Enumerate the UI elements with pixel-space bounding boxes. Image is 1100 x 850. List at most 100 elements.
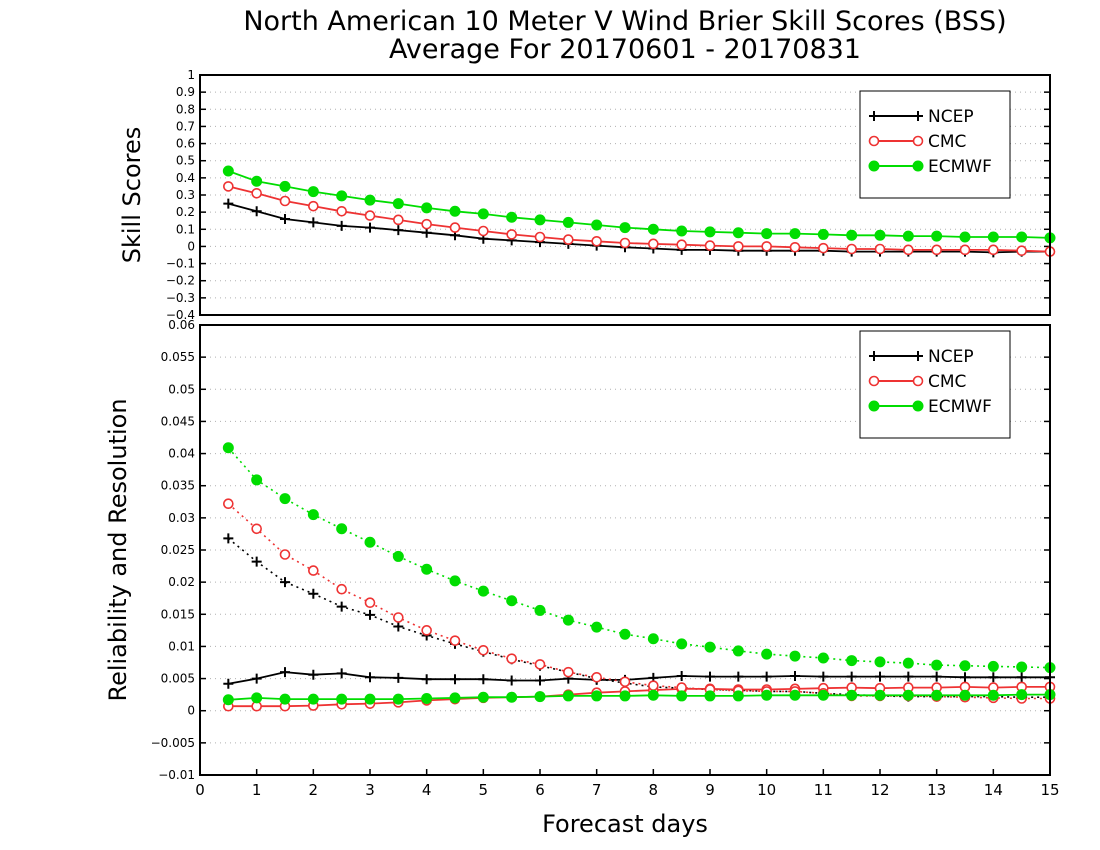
top-point-ecmwf: ECMWF (4, 0.225) xyxy=(421,202,433,214)
bottom-point-ecmwf: ECMWF (13.5, 0.007) xyxy=(959,660,971,672)
top-point-cmc: CMC (3, 0.18) xyxy=(364,210,376,221)
bottom-point-ecmwf: ECMWF (6.5, 0.0141) xyxy=(562,614,574,626)
top-point-cmc: CMC (9.5, 0) xyxy=(733,241,744,252)
bottom-point-ecmwf: ECMWF (12.5, 0.0024) xyxy=(902,689,914,701)
top-legend-label-ncep: NCEP xyxy=(928,107,974,127)
bottom-point-ecmwf: ECMWF (13.5, 0.0024) xyxy=(959,689,971,701)
bottom-y-tick-label: 0.01 xyxy=(168,639,195,653)
top-point-cmc: CMC (14.5, -0.025) xyxy=(1016,245,1027,257)
top-legend-marker-ecmwf xyxy=(868,160,880,172)
bottom-legend-marker-cmc xyxy=(912,375,924,387)
bottom-point-cmc: CMC (1, 0.0283) xyxy=(251,523,262,535)
top-point-ecmwf: ECMWF (2, 0.32) xyxy=(307,186,319,198)
x-tick-label: 15 xyxy=(1040,781,1059,799)
bottom-point-ecmwf: ECMWF (6, 0.0156) xyxy=(534,604,546,616)
bottom-point-ecmwf: ECMWF (14, 0.0069) xyxy=(987,660,999,672)
bottom-y-tick-label: −0.005 xyxy=(151,736,195,750)
x-tick-label: 8 xyxy=(649,781,659,799)
x-tick-label: 14 xyxy=(984,781,1003,799)
top-point-ecmwf: ECMWF (12.5, 0.06) xyxy=(902,230,914,242)
bottom-point-ecmwf: ECMWF (4.5, 0.0202) xyxy=(449,575,461,587)
bottom-point-ncep: NCEP (9, 0.0053) xyxy=(705,671,715,682)
bottom-y-axis-title: Reliability and Resolution xyxy=(104,398,132,701)
top-y-tick-label: −0.2 xyxy=(166,274,195,288)
top-y-tick-label: 0 xyxy=(187,239,195,253)
bottom-plot-frame xyxy=(199,324,1051,776)
bottom-y-tick-label: 0.035 xyxy=(161,479,195,493)
bottom-point-ecmwf: ECMWF (8, 0.0112) xyxy=(647,633,659,645)
bottom-point-cmc: CMC (2, 0.0218) xyxy=(308,565,319,576)
reliability-resolution-panel: −0.01 −0.005 0 0.005 0.01 0.015 0.02 0.025 0.03 0… xyxy=(104,318,1060,838)
top-point-cmc: CMC (12.5, -0.02) xyxy=(903,244,914,256)
top-point-ecmwf: ECMWF (10.5, 0.075) xyxy=(789,228,801,240)
top-point-cmc: CMC (9, 0.005) xyxy=(704,240,716,251)
bottom-point-ecmwf: ECMWF (10, 0.0088) xyxy=(761,648,773,660)
bottom-point-cmc: CMC (5, 0.0094) xyxy=(478,644,489,656)
bottom-point-cmc: CMC (2.5, 0.0189) xyxy=(336,583,347,595)
bottom-point-ecmwf: ECMWF (4, 0.022) xyxy=(421,563,433,575)
x-tick-label: 12 xyxy=(870,781,889,799)
top-point-ecmwf: ECMWF (1.5, 0.35) xyxy=(279,180,291,192)
bottom-point-ecmwf: ECMWF (8.5, 0.0023) xyxy=(676,690,688,702)
top-y-tick-label: −0.4 xyxy=(166,308,195,322)
bottom-point-ncep: NCEP (9.5, 0.0053) xyxy=(733,671,744,682)
bottom-point-ecmwf: ECMWF (0.5, 0.0409) xyxy=(222,442,234,454)
bottom-point-ncep: NCEP (3.5, 0.0131) xyxy=(393,621,404,632)
bottom-point-cmc: CMC (3.5, 0.0145) xyxy=(393,612,404,623)
bottom-y-tick-label: 0.055 xyxy=(161,350,195,364)
bottom-point-ecmwf: ECMWF (11.5, 0.0078) xyxy=(846,655,858,667)
top-series-lines: NCEP (0.5, 0.25) NCEP (1, 0.205) NCEP (1.5… xyxy=(222,165,1056,258)
top-point-ecmwf: ECMWF (14, 0.055) xyxy=(987,231,999,243)
top-y-tick-label: 0.6 xyxy=(176,137,195,151)
bottom-point-cmc: CMC (4.5, 0.0109) xyxy=(449,635,461,646)
bottom-point-ecmwf: ECMWF (9, 0.0099) xyxy=(704,641,716,653)
bottom-y-tick-label: 0.04 xyxy=(168,447,195,461)
bottom-point-ncep: NCEP (14.5, 0.0052) xyxy=(1016,672,1027,683)
bottom-point-cmc: CMC (6.5, 0.006) xyxy=(563,666,574,678)
bottom-point-ncep: NCEP (2, 0.0056) xyxy=(308,669,319,680)
bottom-legend-marker-ncep xyxy=(913,351,923,361)
bottom-point-ecmwf: ECMWF (1, 0.0359) xyxy=(251,474,263,486)
top-y-tick-label: 0.2 xyxy=(176,205,195,219)
bottom-legend-marker-ncep xyxy=(869,351,879,361)
bottom-series-line-ecmwf-dotted xyxy=(227,447,1051,669)
bottom-point-ncep: NCEP (4, 0.0049) xyxy=(421,674,432,685)
top-point-cmc: CMC (13, -0.02) xyxy=(931,244,942,256)
bottom-y-tick-label: 0.06 xyxy=(168,318,195,332)
bottom-point-ecmwf: ECMWF (10, 0.0024) xyxy=(761,689,773,701)
top-legend-box xyxy=(859,90,1011,199)
top-point-ecmwf: ECMWF (5, 0.19) xyxy=(477,208,489,220)
top-legend-marker-cmc xyxy=(912,135,924,147)
bottom-series-line-ecmwf xyxy=(228,693,1050,701)
bottom-y-ticks: −0.01 −0.005 0 0.005 0.01 0.015 0.02 0.025 0.03 0… xyxy=(151,318,1050,782)
bottom-y-tick-label: 0.03 xyxy=(168,511,195,525)
bottom-y-tick-label: 0.045 xyxy=(161,414,195,428)
bottom-legend-label-cmc: CMC xyxy=(928,372,966,392)
bottom-point-ncep: NCEP (5, 0.0049) xyxy=(478,674,489,685)
bottom-y-tick-label: 0.025 xyxy=(161,543,195,557)
top-point-ncep: NCEP (1, 0.205) xyxy=(251,206,262,217)
top-point-ecmwf: ECMWF (3.5, 0.25) xyxy=(392,198,404,210)
x-tick-label: 10 xyxy=(757,781,776,799)
bottom-point-ncep: NCEP (13, 0.0053) xyxy=(931,671,942,682)
bottom-point-ecmwf: ECMWF (4, 0.0019) xyxy=(421,693,433,704)
bottom-point-cmc: CMC (7.5, 0.0045) xyxy=(619,676,631,688)
bottom-y-tick-label: 0.02 xyxy=(168,575,195,589)
bottom-point-ecmwf: ECMWF (7.5, 0.0023) xyxy=(619,690,631,702)
bottom-legend-box xyxy=(859,330,1011,439)
bottom-point-ecmwf: ECMWF (10.5, 0.0085) xyxy=(789,650,801,662)
bottom-point-ncep: NCEP (8.5, 0.0054) xyxy=(676,671,687,681)
top-point-ncep: NCEP (3, 0.11) xyxy=(365,222,375,233)
bottom-series-line-ncep xyxy=(228,671,1050,685)
bottom-legend-label-ncep: NCEP xyxy=(928,347,974,367)
bottom-point-cmc: CMC (7, 0.0052) xyxy=(591,671,602,683)
bottom-point-ecmwf: ECMWF (7, 0.0023) xyxy=(591,690,603,702)
bottom-point-ncep: NCEP (13.5, 0.0052) xyxy=(960,672,970,683)
top-point-cmc: CMC (2.5, 0.205) xyxy=(336,205,347,217)
top-legend-marker-ncep xyxy=(913,111,923,121)
top-point-ecmwf: ECMWF (7.5, 0.11) xyxy=(619,222,631,234)
top-point-cmc: CMC (11, -0.01) xyxy=(818,242,829,254)
bottom-point-ecmwf: ECMWF (1.5, 0.0018) xyxy=(279,693,291,705)
bottom-point-cmc: CMC (5.5, 0.0081) xyxy=(506,653,517,664)
top-point-cmc: CMC (10.5, -0.005) xyxy=(789,241,801,253)
